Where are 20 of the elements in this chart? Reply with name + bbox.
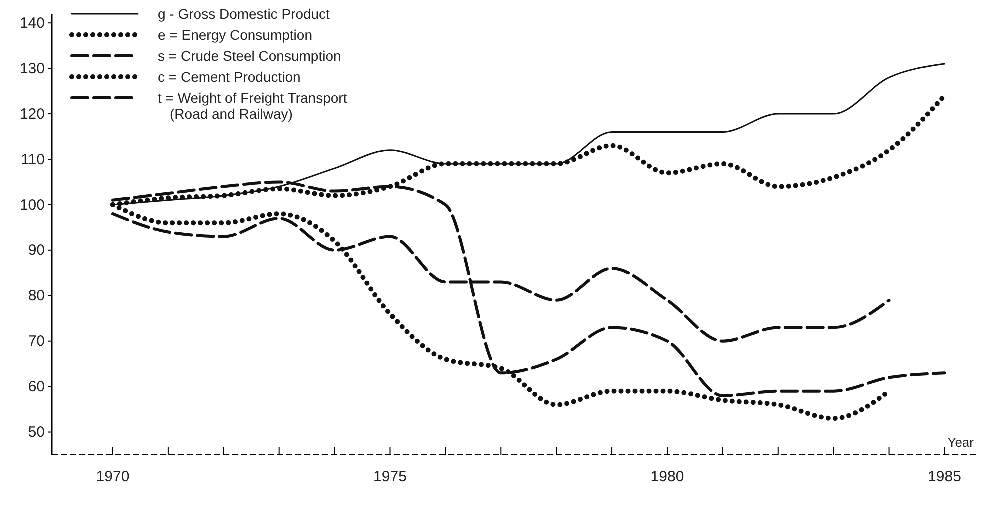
x-tick-label: 1985 (928, 468, 962, 486)
y-tick-label: 140 (20, 14, 45, 32)
legend-label: c = Cement Production (158, 69, 301, 85)
legend-label: e = Energy Consumption (158, 27, 312, 43)
y-tick-label: 90 (28, 242, 45, 260)
y-tick-label: 80 (28, 288, 45, 305)
y-tick-label: 50 (28, 424, 45, 442)
legend-label: s = Crude Steel Consumption (158, 48, 342, 64)
y-tick-label: 120 (20, 106, 45, 123)
x-tick-label: 1975 (374, 468, 407, 486)
x-tick-label: 1980 (650, 468, 684, 486)
x-axis-title: Year (948, 435, 975, 450)
x-tick-label: 1970 (96, 468, 130, 486)
y-tick-label: 100 (20, 196, 45, 214)
legend-label: g - Gross Domestic Product (158, 6, 330, 22)
y-tick-label: 70 (28, 333, 45, 350)
y-tick-label: 130 (20, 60, 45, 78)
legend-label: t = Weight of Freight Transport (Road and Railway) (158, 90, 348, 122)
y-tick-label: 110 (21, 151, 45, 168)
y-tick-label: 60 (28, 378, 45, 396)
